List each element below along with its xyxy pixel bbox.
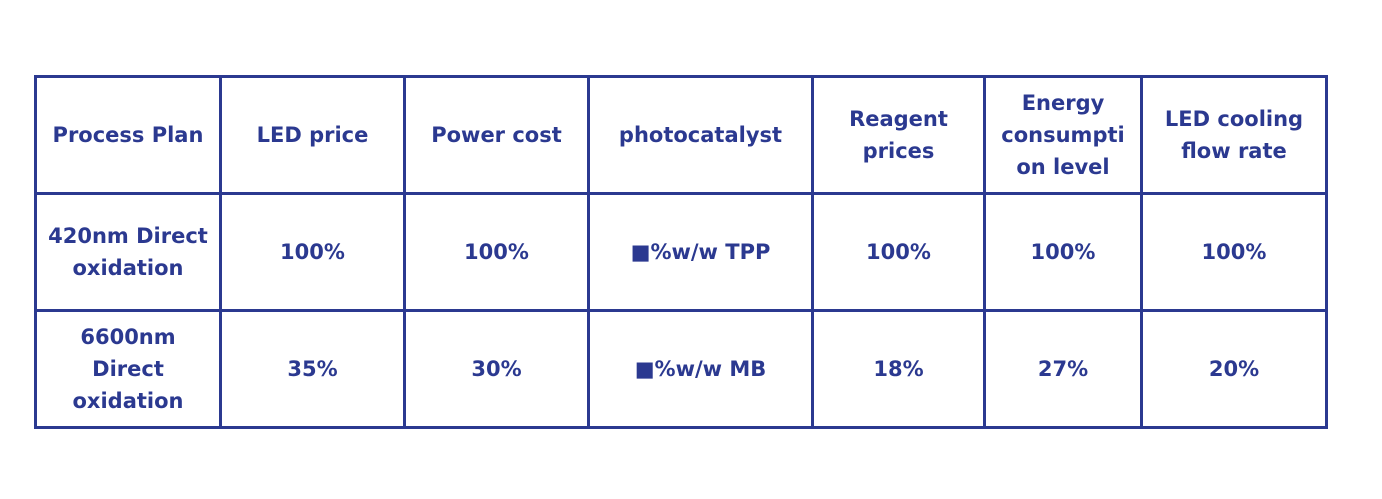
data-cell: 35% <box>219 309 406 429</box>
data-cell: 20% <box>1140 309 1328 429</box>
table-body: Process Plan LED price Power cost photocata… <box>34 75 1328 429</box>
header-cell: LED cooling flow rate <box>1140 75 1328 195</box>
header-row: Process Plan LED price Power cost photocata… <box>34 75 1328 195</box>
body-row: 6600nm Direct oxidation 35% 30% ■%w/w MB 18%… <box>34 309 1328 429</box>
data-cell: 100% <box>983 192 1143 312</box>
data-cell: ■%w/w MB <box>587 309 814 429</box>
data-cell: 100% <box>1140 192 1328 312</box>
header-cell: Power cost <box>403 75 590 195</box>
data-cell: 100% <box>219 192 406 312</box>
header-cell: photocatalyst <box>587 75 814 195</box>
data-cell: 18% <box>811 309 986 429</box>
data-cell: 100% <box>811 192 986 312</box>
data-cell: ■%w/w TPP <box>587 192 814 312</box>
data-cell: 6600nm Direct oxidation <box>34 309 222 429</box>
header-cell: Process Plan <box>34 75 222 195</box>
data-cell: 27% <box>983 309 1143 429</box>
data-cell: 100% <box>403 192 590 312</box>
comparison-table: Process Plan LED price Power cost photocata… <box>34 75 1328 429</box>
header-cell: LED price <box>219 75 406 195</box>
data-cell: 30% <box>403 309 590 429</box>
header-cell: Energy consumption level <box>983 75 1143 195</box>
data-cell: 420nm Direct oxidation <box>34 192 222 312</box>
body-row: 420nm Direct oxidation 100% 100% ■%w/w TPP 1… <box>34 192 1328 312</box>
header-cell: Reagent prices <box>811 75 986 195</box>
